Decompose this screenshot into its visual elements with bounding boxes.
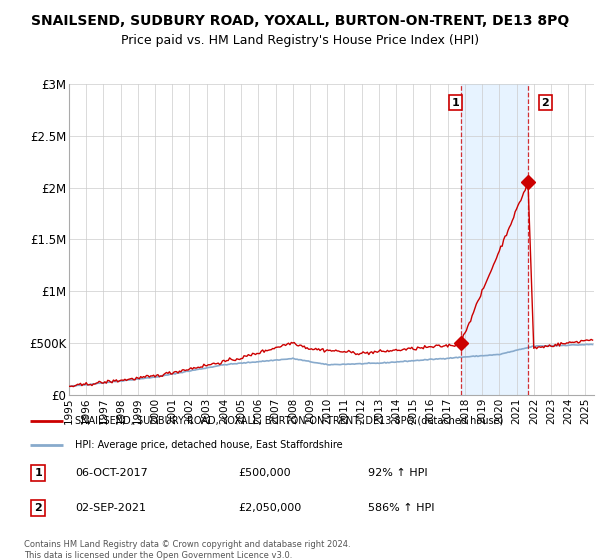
Text: HPI: Average price, detached house, East Staffordshire: HPI: Average price, detached house, East… (75, 440, 343, 450)
Text: 02-SEP-2021: 02-SEP-2021 (75, 503, 146, 513)
Text: SNAILSEND, SUDBURY ROAD, YOXALL, BURTON-ON-TRENT, DE13 8PQ (detached house): SNAILSEND, SUDBURY ROAD, YOXALL, BURTON-… (75, 416, 503, 426)
Text: 2: 2 (34, 503, 42, 513)
Text: 586% ↑ HPI: 586% ↑ HPI (368, 503, 434, 513)
Bar (461, 84, 528, 395)
Text: £500,000: £500,000 (238, 468, 291, 478)
Text: 1: 1 (452, 97, 460, 108)
Text: 1: 1 (34, 468, 42, 478)
Text: £2,050,000: £2,050,000 (238, 503, 302, 513)
Text: 2: 2 (541, 97, 549, 108)
Text: Price paid vs. HM Land Registry's House Price Index (HPI): Price paid vs. HM Land Registry's House … (121, 34, 479, 46)
Text: 06-OCT-2017: 06-OCT-2017 (75, 468, 148, 478)
Text: 92% ↑ HPI: 92% ↑ HPI (368, 468, 428, 478)
Text: Contains HM Land Registry data © Crown copyright and database right 2024.
This d: Contains HM Land Registry data © Crown c… (24, 540, 350, 560)
Text: SNAILSEND, SUDBURY ROAD, YOXALL, BURTON-ON-TRENT, DE13 8PQ: SNAILSEND, SUDBURY ROAD, YOXALL, BURTON-… (31, 14, 569, 28)
